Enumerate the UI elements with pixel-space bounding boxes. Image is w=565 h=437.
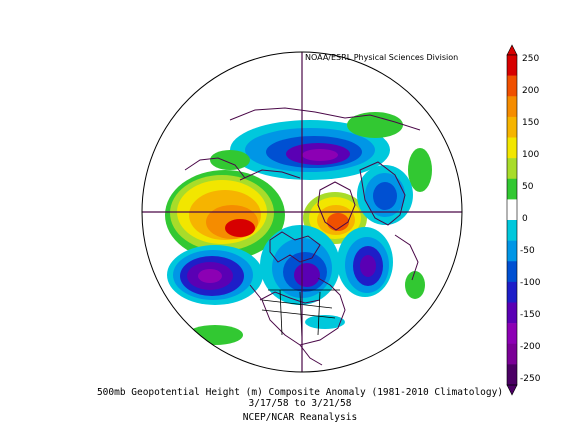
pacific-positive-anomaly [165,170,285,260]
caption-title: 500mb Geopotential Height (m) Composite … [96,387,504,398]
cyan-patch-south [305,315,345,329]
colorbar-swatch [507,364,517,386]
colorbar-swatch [507,116,517,138]
green-band-southeast [405,271,425,299]
colorbar-tick-label: 200 [522,86,540,96]
green-band-west [210,150,250,170]
green-band-southwest [187,325,243,345]
colorbar-swatch [507,158,517,180]
colorbar-swatch [507,137,517,159]
colorbar-tick-label: -50 [520,246,535,256]
colorbar-swatch [507,178,517,200]
colorbar-swatch [507,199,517,221]
credit-text: NOAA/ESRL Physical Sciences Division [305,53,459,62]
colorbar [506,44,518,396]
colorbar-swatch [507,323,517,345]
colorbar-tick-label: -200 [520,342,541,352]
colorbar-top-arrow [506,44,518,56]
colorbar-swatch [507,261,517,283]
colorbar-swatch [507,302,517,324]
green-band-north [347,112,403,138]
colorbar-tick-label: 150 [522,118,540,128]
colorbar-tick-label: 50 [522,182,534,192]
colorbar-swatch [507,220,517,241]
arctic-negative-anomaly [230,120,390,180]
colorbar-swatch [507,240,517,262]
colorbar-tick-label: -100 [520,278,541,288]
colorbar-swatch [507,281,517,303]
colorbar-tick-label: -150 [520,310,541,320]
colorbar-tick-label: 100 [522,150,540,160]
caption-source: NCEP/NCAR Reanalysis [242,412,358,423]
colorbar-swatch [507,96,517,118]
colorbar-swatch [507,55,517,76]
caption-dates: 3/17/58 to 3/21/58 [248,398,352,409]
colorbar-tick-label: 0 [522,214,528,224]
colorbar-swatch [507,75,517,97]
colorbar-frame [506,54,518,386]
colorbar-tick-label: -250 [520,374,541,384]
coastlines [184,107,421,366]
north-pacific-negative-anomaly [167,245,263,305]
map-boundary [141,51,463,373]
green-band-east [408,148,432,192]
grid-lines [142,52,462,372]
atlantic-negative-anomaly [337,227,393,297]
colorbar-swatch [507,343,517,365]
europe-negative-anomaly [357,165,413,225]
colorbar-tick-label: 250 [522,54,540,64]
